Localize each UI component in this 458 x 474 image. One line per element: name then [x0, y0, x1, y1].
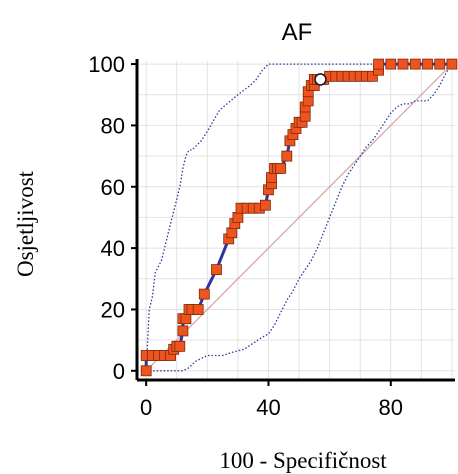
x-axis-ticks: 0 40 80: [140, 380, 403, 420]
x-tick-label: 80: [379, 395, 403, 420]
reference-line: [145, 63, 453, 372]
roc-point: [446, 58, 458, 70]
roc-point: [299, 110, 311, 122]
roc-point: [302, 95, 314, 107]
data-points: [140, 58, 458, 377]
axes: [135, 59, 455, 382]
confidence-bounds: [145, 63, 453, 372]
y-tick-label: 60: [101, 175, 125, 200]
optimal-cutoff-point: [314, 73, 327, 86]
roc-point: [198, 288, 210, 300]
roc-point: [259, 199, 271, 211]
x-axis-label: 100 - Specifičnost: [219, 448, 387, 473]
y-tick-label: 20: [101, 297, 125, 322]
x-tick-label: 0: [140, 395, 152, 420]
y-tick-label: 100: [88, 52, 125, 77]
roc-point: [409, 58, 421, 70]
roc-point: [226, 227, 238, 239]
roc-point: [140, 365, 152, 377]
roc-point: [366, 70, 378, 82]
roc-point: [281, 150, 293, 162]
roc-point: [397, 58, 409, 70]
roc-point: [422, 58, 433, 70]
roc-point: [180, 313, 192, 325]
y-tick-label: 40: [101, 236, 125, 261]
x-tick-label: 40: [256, 395, 280, 420]
y-tick-label: 0: [113, 359, 125, 384]
y-axis-ticks: 0 20 40 60 80 100: [88, 52, 137, 384]
roc-point: [177, 325, 189, 337]
roc-point: [211, 264, 222, 276]
y-axis-label: Osjetljivost: [13, 170, 38, 277]
roc-point: [192, 304, 204, 315]
upper-confidence-bound-line: [145, 63, 452, 371]
y-tick-label: 80: [101, 113, 125, 138]
chart-title: AF: [282, 19, 313, 46]
roc-point: [373, 58, 385, 70]
roc-point: [174, 340, 186, 352]
roc-point: [434, 58, 446, 70]
reference-diagonal: [145, 63, 453, 372]
roc-point: [275, 162, 287, 174]
lower-confidence-bound-line: [146, 63, 453, 372]
roc-point: [266, 172, 277, 184]
roc-point: [385, 58, 397, 70]
roc-point: [232, 211, 244, 223]
